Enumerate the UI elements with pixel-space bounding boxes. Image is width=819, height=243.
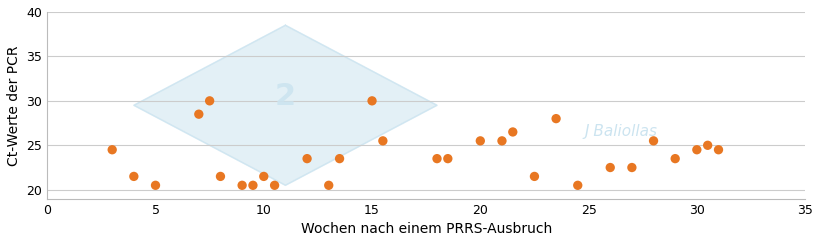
Point (441, 157, 454, 161)
X-axis label: Wochen nach einem PRRS-Ausbruch: Wochen nach einem PRRS-Ausbruch (301, 222, 551, 236)
Point (365, 99, 378, 103)
Point (549, 117, 562, 121)
Polygon shape (133, 25, 437, 185)
Point (376, 139, 389, 143)
Point (495, 139, 508, 143)
Point (322, 183, 335, 187)
Point (711, 148, 724, 152)
Point (646, 139, 659, 143)
Point (257, 174, 270, 178)
Point (690, 148, 703, 152)
Point (505, 130, 518, 134)
Point (127, 174, 140, 178)
Point (571, 183, 584, 187)
Point (106, 148, 119, 152)
Point (333, 157, 346, 161)
Point (246, 183, 259, 187)
Text: 2: 2 (274, 82, 296, 111)
Point (235, 183, 248, 187)
Point (192, 112, 205, 116)
Y-axis label: Ct-Werte der PCR: Ct-Werte der PCR (7, 45, 21, 165)
Text: J Baliollas: J Baliollas (584, 124, 657, 139)
Point (667, 157, 681, 161)
Point (149, 183, 162, 187)
Point (203, 99, 216, 103)
Point (300, 157, 313, 161)
Point (473, 139, 486, 143)
Point (527, 174, 541, 178)
Point (700, 143, 713, 147)
Point (603, 165, 616, 169)
Point (430, 157, 443, 161)
Point (625, 165, 638, 169)
Point (214, 174, 227, 178)
Point (268, 183, 281, 187)
